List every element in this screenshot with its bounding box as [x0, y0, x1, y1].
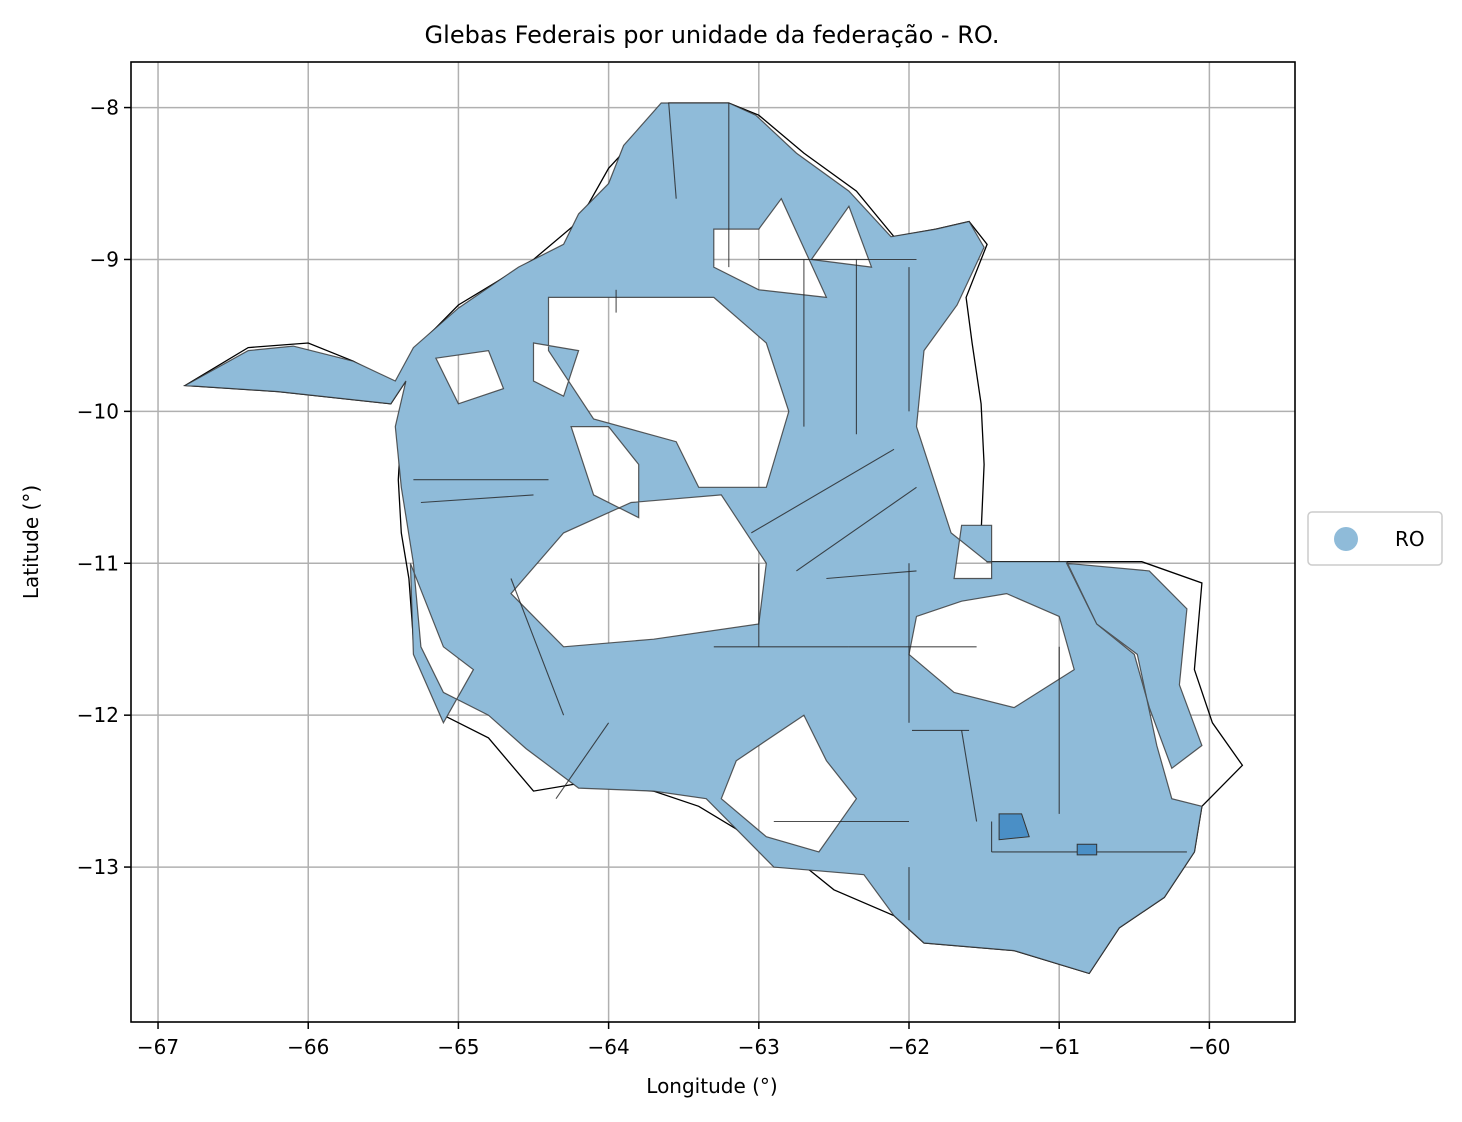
y-tick-label: −11 — [77, 551, 119, 575]
gleba-boundary-line — [555, 722, 610, 800]
chart-title: Glebas Federais por unidade da federação… — [425, 21, 1000, 49]
x-tick-label: −63 — [738, 1035, 780, 1059]
gleba-boundary-line — [796, 486, 917, 572]
legend: RO — [1307, 511, 1443, 566]
x-tick-label: −66 — [287, 1035, 329, 1059]
y-tick-label: −10 — [77, 399, 119, 423]
overlapping-gleba-patch — [1076, 843, 1098, 856]
x-axis-label: Longitude (°) — [646, 1074, 777, 1098]
x-tick-label: −65 — [437, 1035, 479, 1059]
plot-area: −67 −66 −65 −64 −63 −62 −61 −60 −8 −9 −10 −11 −12 −13 — [77, 61, 1296, 1059]
y-tick-label: −12 — [77, 703, 119, 727]
legend-box — [1307, 511, 1443, 566]
glebas-federais-area — [183, 102, 1203, 975]
x-tick-label: −64 — [588, 1035, 630, 1059]
x-tick-label: −61 — [1038, 1035, 1080, 1059]
axis-ticks: −67 −66 −65 −64 −63 −62 −61 −60 −8 −9 −10 −11 −12 −13 — [77, 96, 1231, 1059]
gleba-boundary-line — [668, 102, 677, 199]
y-axis-label: Latitude (°) — [19, 485, 43, 599]
y-tick-label: −13 — [77, 855, 119, 879]
gleba-boundary-line — [751, 448, 895, 534]
gleba-boundary-line — [826, 570, 917, 580]
overlapping-gleba-patch — [998, 813, 1030, 841]
plot-frame — [130, 61, 1296, 1023]
y-tick-label: −9 — [90, 247, 119, 271]
gleba-boundary-line — [510, 578, 565, 716]
map-layers — [182, 102, 1244, 975]
x-tick-label: −62 — [888, 1035, 930, 1059]
x-tick-label: −60 — [1188, 1035, 1230, 1059]
y-tick-label: −8 — [90, 96, 119, 120]
legend-marker — [1334, 527, 1358, 551]
gleba-boundary-line — [420, 494, 534, 504]
x-tick-label: −67 — [137, 1035, 179, 1059]
legend-label: RO — [1395, 527, 1425, 551]
gleba-boundary-line — [961, 730, 978, 822]
